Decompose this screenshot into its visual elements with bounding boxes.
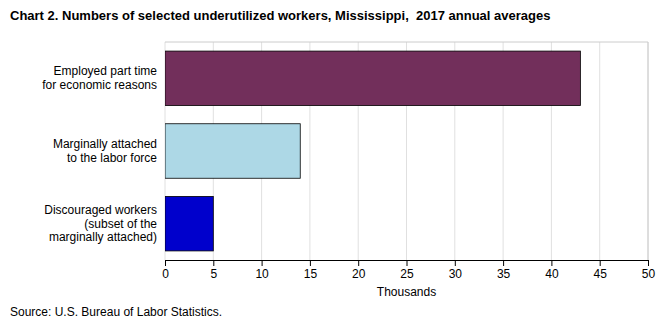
x-tick: 30 [449,260,463,281]
y-tick-label: Employed part timefor economic reasons [42,64,157,92]
x-axis-title: Thousands [377,285,436,299]
grid [165,42,648,260]
y-tick-label: Marginally attachedto the labor force [53,137,157,165]
x-tick-mark [600,260,601,266]
x-tick-label: 5 [210,267,217,281]
y-tick-label-line: to the labor force [67,151,157,165]
x-tick-label: 25 [400,267,414,281]
x-tick-mark [310,260,311,266]
y-tick-label-line: Employed part time [54,64,158,78]
grid-line [648,42,649,260]
y-tick-label-line: marginally attached) [49,231,157,245]
x-tick: 0 [162,260,169,281]
frame-right [648,42,649,260]
y-tick: Discouraged workers(subset of themargina… [44,203,165,245]
x-tick-label: 40 [545,267,559,281]
x-tick: 20 [352,260,366,281]
x-tick-mark [551,260,552,266]
x-tick-mark [213,260,214,266]
annotation: Source: U.S. Bureau of Labor Statistics. [10,305,222,319]
y-tick-label-line: Discouraged workers [44,203,157,217]
x-tick-label: 20 [352,267,366,281]
x-tick-label: 0 [162,267,169,281]
frame-top [165,42,648,43]
x-tick-label: 15 [304,267,318,281]
bar [165,196,213,251]
x-tick-mark [648,260,649,266]
y-tick-label: Discouraged workers(subset of themargina… [44,203,157,245]
y-tick: Marginally attachedto the labor force [53,137,165,165]
x-tick-label: 45 [594,267,608,281]
x-tick-mark [358,260,359,266]
x-tick-label: 30 [449,267,463,281]
x-tick-mark [165,260,166,266]
x-tick: 5 [210,260,217,281]
x-tick-label: 35 [497,267,511,281]
bar [165,51,580,105]
title: Chart 2. Numbers of selected underutiliz… [10,8,550,23]
x-axis-line [166,261,649,267]
x-tick-mark [262,260,263,266]
x-tick-mark [503,260,504,266]
x-tick-mark [407,260,408,266]
x-tick: 25 [400,260,414,281]
x-tick: 15 [304,260,318,281]
x-tick: 40 [545,260,559,281]
x-tick-label: 50 [642,267,656,281]
x-tick: 10 [255,260,269,281]
y-tick: Employed part timefor economic reasons [42,64,165,92]
x-tick-mark [455,260,456,266]
chart-svg: Chart 2. Numbers of selected underutiliz… [0,0,670,322]
chart-container: Chart 2. Numbers of selected underutiliz… [0,0,670,322]
y-tick-label-line: Marginally attached [53,137,157,151]
bars [165,51,580,251]
plot-area: 0 5 10 15 20 25 30 35 40 45 50 Discouraged workers(… [42,42,655,281]
y-tick-label-line: for economic reasons [42,78,157,92]
x-tick: 35 [497,260,511,281]
x-tick-label: 10 [255,267,269,281]
x-tick: 50 [642,260,656,281]
grid-line [599,42,600,260]
y-axis: Discouraged workers(subset of themargina… [42,64,165,244]
y-tick-label-line: (subset of the [84,217,157,231]
x-tick: 45 [594,260,608,281]
bar [165,124,300,179]
x-axis: 0 5 10 15 20 25 30 35 40 45 50 [162,260,655,281]
